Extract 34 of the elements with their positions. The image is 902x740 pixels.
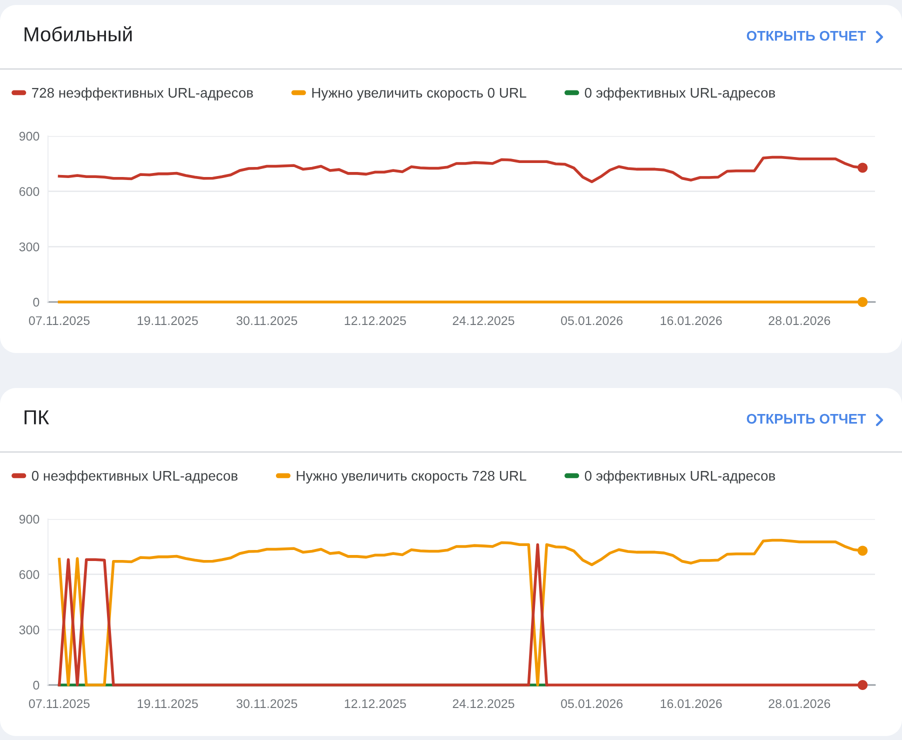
text: ОТКРЫТЬ ОТЧЕТ <box>746 30 866 41</box>
legend-label: 0 эффективных URL-адресов <box>584 88 776 100</box>
legend-label: Нужно увеличить скорость 0 URL <box>312 88 526 100</box>
y-tick-label: 0 <box>33 680 40 690</box>
legend-label: 0 эффективных URL-адресов <box>584 470 776 484</box>
legend-label: 728 неэффективных URL-адресов <box>32 88 253 100</box>
chart-title: ПК <box>24 410 50 424</box>
x-tick-label: 05.01.2026 <box>561 316 623 326</box>
x-tick-label: 19.11.2025 <box>138 316 198 326</box>
y-tick-label: 300 <box>19 242 40 252</box>
x-tick-label: 24.12.2025 <box>452 316 514 326</box>
x-tick-label: 24.12.2025 <box>452 699 514 708</box>
y-tick-label: 300 <box>19 625 40 634</box>
x-tick-label: 19.11.2025 <box>138 699 198 708</box>
x-tick-label: 28.01.2026 <box>768 699 830 708</box>
y-tick-label: 900 <box>19 514 40 524</box>
text: ОТКРЫТЬ ОТЧЕТ <box>746 414 866 424</box>
x-tick-label: 12.12.2025 <box>344 699 406 708</box>
y-tick-label: 600 <box>19 570 40 579</box>
x-tick-label: 07.11.2025 <box>28 316 90 326</box>
legend-label: Нужно увеличить скорость 728 URL <box>296 470 526 484</box>
x-tick-label: 16.01.2026 <box>660 699 722 708</box>
chart-title: Мобильный <box>24 26 132 42</box>
x-tick-label: 05.01.2026 <box>561 699 623 708</box>
x-tick-label: 12.12.2025 <box>344 316 406 326</box>
x-tick-label: 30.11.2025 <box>236 316 298 326</box>
y-tick-label: 900 <box>19 132 40 141</box>
legend-label: 0 неэффективных URL-адресов <box>32 470 238 484</box>
x-tick-label: 28.01.2026 <box>768 316 830 326</box>
y-tick-label: 600 <box>19 187 40 196</box>
x-tick-label: 16.01.2026 <box>660 316 722 326</box>
y-tick-label: 0 <box>33 298 40 307</box>
x-tick-label: 07.11.2025 <box>28 699 90 708</box>
x-tick-label: 30.11.2025 <box>236 699 298 708</box>
